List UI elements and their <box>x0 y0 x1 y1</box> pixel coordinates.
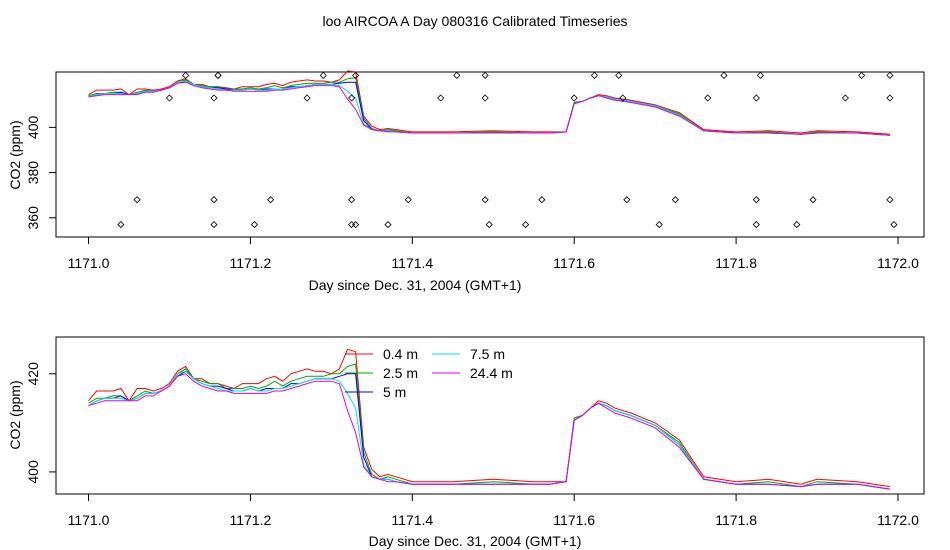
top-scatter-point <box>841 94 849 102</box>
bottom-y-tick-label: 400 <box>25 460 41 484</box>
top-x-axis-label: Day since Dec. 31, 2004 (GMT+1) <box>309 277 522 293</box>
bottom-x-tick-label: 1171.0 <box>68 512 110 528</box>
top-y-tick-label: 380 <box>25 161 41 185</box>
top-scatter-point <box>623 196 631 204</box>
legend-label: 2.5 m <box>383 365 418 381</box>
top-series-line-24-4-m <box>88 81 890 136</box>
top-scatter-point <box>481 94 489 102</box>
top-scatter-point <box>886 94 894 102</box>
top-y-axis-label: CO2 (ppm) <box>7 120 23 189</box>
bottom-x-tick-label: 1171.4 <box>391 512 433 528</box>
top-scatter-point <box>720 71 728 79</box>
top-scatter-point <box>384 221 392 229</box>
top-scatter-point <box>404 196 412 204</box>
top-scatter-point <box>858 71 866 79</box>
top-scatter-point <box>319 71 327 79</box>
bottom-x-tick-label: 1172.0 <box>877 512 919 528</box>
top-series-line-2-5-m <box>88 77 890 136</box>
top-scatter-point <box>348 94 356 102</box>
top-scatter-point <box>756 71 764 79</box>
bottom-series-line-7-5-m <box>88 370 890 490</box>
bottom-y-tick-label: 420 <box>25 362 41 386</box>
bottom-x-tick-label: 1171.6 <box>553 512 595 528</box>
top-x-tick-label: 1172.0 <box>877 255 919 271</box>
bottom-x-tick-label: 1171.8 <box>715 512 757 528</box>
top-scatter-point <box>165 94 174 102</box>
top-scatter-point <box>348 196 356 204</box>
top-scatter-point <box>267 196 275 204</box>
top-panel: 1171.0 1171.2 1171.4 1171.6 1171.8 1172.0 360 3… <box>7 70 925 293</box>
top-scatter-point <box>352 221 360 229</box>
top-scatter-point <box>437 94 445 102</box>
top-series-line-0-4-m <box>88 70 890 135</box>
top-x-tick-label: 1171.6 <box>553 255 595 271</box>
top-x-tick-label: 1171.4 <box>391 255 433 271</box>
top-scatter-point <box>133 196 141 204</box>
top-scatter-point <box>538 196 546 204</box>
bottom-y-axis-label: CO2 (ppm) <box>7 380 23 449</box>
top-scatter-point <box>752 221 760 229</box>
legend-label: 5 m <box>383 384 406 400</box>
bottom-panel: 1171.0 1171.2 1171.4 1171.6 1171.8 1172.0 400 4… <box>7 336 925 549</box>
figure-title: loo AIRCOA A Day 080316 Calibrated Times… <box>322 13 627 29</box>
legend: 0.4 m 2.5 m 5 m 7.5 m 24.4 m <box>345 346 513 400</box>
top-scatter-point <box>485 221 493 229</box>
top-y-tick-label: 360 <box>25 206 41 230</box>
top-x-tick-label: 1171.8 <box>715 255 757 271</box>
top-scatter-point <box>704 94 712 102</box>
bottom-series-line-2-5-m <box>88 363 890 490</box>
top-x-tick-label: 1171.0 <box>68 255 110 271</box>
top-scatter-point <box>214 71 222 79</box>
top-scatter-point <box>481 71 489 79</box>
top-scatter-point <box>793 221 801 229</box>
top-scatter-point <box>886 71 894 79</box>
top-scatter-point <box>655 221 663 229</box>
bottom-series-line-5-m <box>88 370 890 490</box>
top-scatter-point <box>210 94 218 102</box>
top-scatter-point <box>210 196 218 204</box>
bottom-plot-frame <box>55 336 925 495</box>
top-scatter-point <box>619 94 627 102</box>
top-scatter-point <box>214 71 222 79</box>
top-scatter-point <box>890 221 898 229</box>
top-x-tick-label: 1171.2 <box>230 255 272 271</box>
bottom-x-tick-label: 1171.2 <box>230 512 272 528</box>
bottom-series-line-24-4-m <box>88 373 890 490</box>
top-scatter-point <box>615 71 623 79</box>
legend-label: 0.4 m <box>383 346 418 362</box>
bottom-x-axis-label: Day since Dec. 31, 2004 (GMT+1) <box>369 533 582 549</box>
legend-label: 24.4 m <box>470 365 513 381</box>
top-scatter-point <box>590 71 599 79</box>
top-scatter-point <box>348 221 356 229</box>
top-scatter-point <box>886 196 894 204</box>
top-plot-frame <box>55 71 925 238</box>
legend-label: 7.5 m <box>470 346 505 362</box>
top-scatter-point <box>453 71 461 79</box>
top-scatter-point <box>752 94 760 102</box>
top-scatter-point <box>752 196 760 204</box>
top-scatter-point <box>250 221 259 229</box>
top-scatter-point <box>671 196 679 204</box>
top-y-tick-label: 400 <box>25 115 41 139</box>
top-scatter-point <box>570 94 578 102</box>
top-scatter-point <box>210 221 218 229</box>
top-scatter-point <box>352 71 360 79</box>
top-scatter-point <box>303 94 311 102</box>
top-scatter-point <box>117 221 125 229</box>
top-scatter-point <box>481 196 489 204</box>
top-scatter-point <box>809 196 817 204</box>
top-scatter-point <box>522 221 530 229</box>
top-scatter-point <box>182 71 190 79</box>
